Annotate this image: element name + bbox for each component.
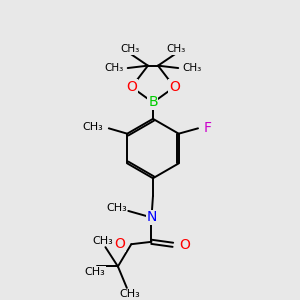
Text: F: F bbox=[203, 121, 211, 135]
Text: CH₃: CH₃ bbox=[120, 44, 139, 54]
Text: CH₃: CH₃ bbox=[119, 290, 140, 299]
Text: O: O bbox=[115, 237, 125, 251]
Text: N: N bbox=[146, 211, 157, 224]
Text: B: B bbox=[148, 95, 158, 110]
Text: O: O bbox=[126, 80, 137, 94]
Text: CH₃: CH₃ bbox=[182, 63, 202, 73]
Text: CH₃: CH₃ bbox=[92, 236, 113, 246]
Text: CH₃: CH₃ bbox=[85, 267, 105, 277]
Text: CH₃: CH₃ bbox=[83, 122, 104, 132]
Text: CH₃: CH₃ bbox=[167, 44, 186, 54]
Text: O: O bbox=[179, 238, 190, 252]
Text: CH₃: CH₃ bbox=[104, 63, 124, 73]
Text: CH₃: CH₃ bbox=[106, 203, 127, 213]
Text: O: O bbox=[169, 80, 180, 94]
